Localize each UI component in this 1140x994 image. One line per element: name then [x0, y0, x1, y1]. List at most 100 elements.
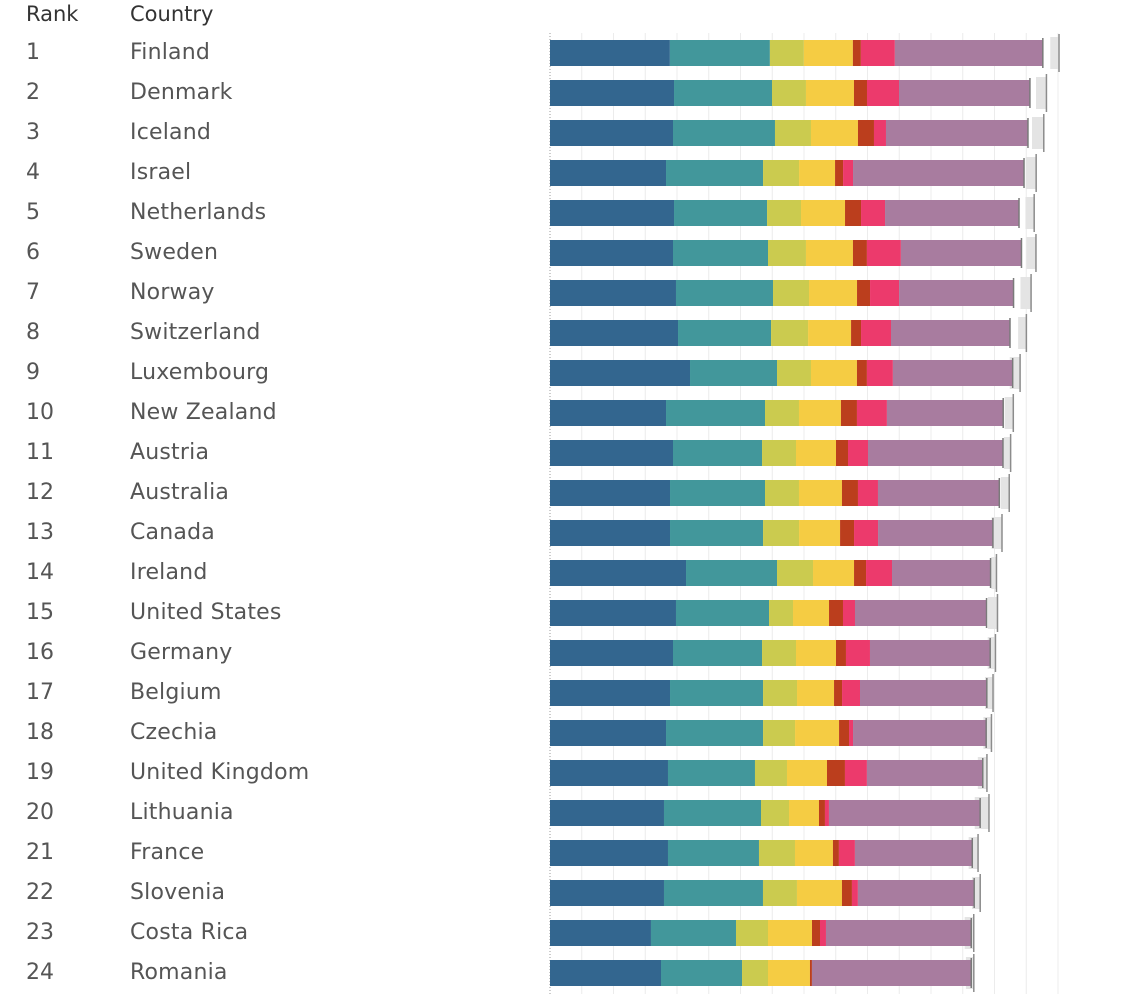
bar-segment [550, 640, 673, 666]
confidence-range [1018, 314, 1028, 352]
bar-segment [860, 680, 987, 706]
country-column-header: Country [130, 2, 214, 26]
bar-segment [873, 120, 886, 146]
bar-segment [550, 920, 651, 946]
bar-segment [892, 560, 991, 586]
bar-segment [813, 560, 855, 586]
bar-segment [666, 160, 764, 186]
bar-segment [844, 760, 867, 786]
bar-segment [550, 280, 676, 306]
bar-segment [805, 240, 853, 266]
confidence-range [987, 594, 999, 632]
bar-segment [899, 280, 1014, 306]
table-row: 3 Iceland [0, 113, 540, 153]
bar-segment [854, 520, 879, 546]
bar-segment [663, 880, 763, 906]
rank-label: 21 [26, 840, 54, 865]
table-row: 9 Luxembourg [0, 353, 540, 393]
bar-segment [851, 320, 862, 346]
stacked-bar [550, 558, 992, 588]
bar-segment [845, 640, 870, 666]
table-row: 14 Ireland [0, 553, 540, 593]
bar-segment [767, 960, 810, 986]
bar-segment [834, 680, 843, 706]
range-band [987, 637, 996, 669]
bar-segment [765, 480, 799, 506]
bar-segment [869, 640, 991, 666]
country-label: Australia [130, 480, 230, 505]
bar-segment [763, 520, 800, 546]
stacked-bar [550, 78, 1031, 108]
bar-segment [854, 560, 867, 586]
bar-segment [774, 120, 811, 146]
table-row: 12 Australia [0, 473, 540, 513]
bar-segment [861, 320, 891, 346]
confidence-range [1050, 34, 1060, 72]
rank-label: 9 [26, 360, 40, 385]
bar-segment [550, 960, 661, 986]
bar-segment [852, 240, 867, 266]
bar-segment [868, 440, 1004, 466]
table-row: 4 Israel [0, 153, 540, 193]
rank-column-header: Rank [26, 2, 79, 26]
bar-segment [832, 840, 839, 866]
bar-segment [771, 320, 809, 346]
bar-segment [769, 40, 804, 66]
country-label: France [130, 840, 205, 865]
stacked-bar [550, 198, 1020, 228]
bar-segment [798, 480, 842, 506]
bar-segment [835, 160, 844, 186]
bar-segment [763, 720, 796, 746]
bar-segment [550, 840, 668, 866]
bar-segment [841, 880, 852, 906]
confidence-range [991, 514, 1003, 552]
bar-segment [892, 360, 1013, 386]
table-row: 7 Norway [0, 273, 540, 313]
bar-segment [828, 800, 981, 826]
confidence-range [1025, 154, 1037, 192]
bar-segment [866, 560, 893, 586]
range-band [1025, 197, 1035, 229]
bar-segment [866, 240, 901, 266]
bar-segment [836, 640, 846, 666]
range-band [1003, 437, 1011, 469]
bar-segment [550, 400, 667, 426]
rank-label: 14 [26, 560, 54, 585]
rank-label: 5 [26, 200, 40, 225]
bar-segment [742, 960, 768, 986]
bar-segment [829, 600, 843, 626]
confidence-range [1032, 114, 1045, 152]
stacked-bar [550, 598, 988, 628]
confidence-range [1026, 234, 1037, 272]
stacked-bar [550, 398, 1004, 428]
rank-label: 17 [26, 680, 54, 705]
bar-segment [674, 80, 772, 106]
bar-segment [799, 520, 841, 546]
rank-label: 18 [26, 720, 54, 745]
bar-segment [900, 240, 1022, 266]
bar-segment [758, 840, 795, 866]
table-row: 20 Lithuania [0, 793, 540, 833]
bar-segment [672, 120, 775, 146]
bar-segment [809, 960, 812, 986]
table-row: 19 United Kingdom [0, 753, 540, 793]
table-row: 15 United States [0, 593, 540, 633]
stacked-bar [550, 918, 973, 948]
bar-segment [794, 840, 833, 866]
range-band [1026, 237, 1036, 269]
bar-segment [767, 200, 802, 226]
table-row: 2 Denmark [0, 73, 540, 113]
bar-segment [820, 920, 826, 946]
table-row: 6 Sweden [0, 233, 540, 273]
bar-segment [754, 760, 787, 786]
stacked-bar [550, 878, 975, 908]
bar-segment [851, 880, 858, 906]
confidence-range [1020, 274, 1032, 312]
bar-segment [550, 320, 679, 346]
table-row: 8 Switzerland [0, 313, 540, 353]
range-band [1050, 37, 1060, 69]
bar-segment [824, 800, 829, 826]
stacked-bar [550, 118, 1029, 148]
bar-segment [686, 560, 778, 586]
